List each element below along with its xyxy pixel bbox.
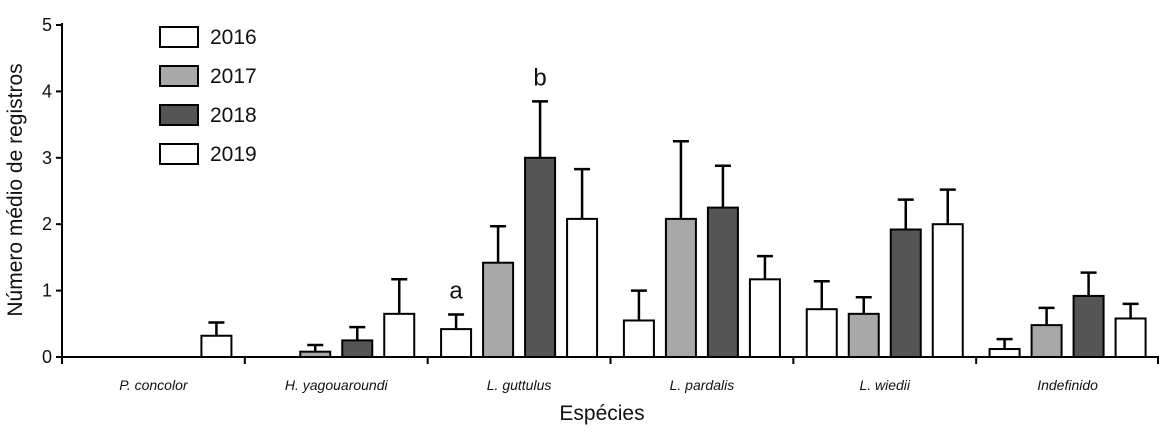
bar-2019 [200,334,233,359]
x-tick-label: P. concolor [119,377,189,393]
bar-2018 [889,228,922,358]
significance-label: b [533,64,546,91]
legend-label: 2017 [210,65,257,88]
y-tick-label: 0 [42,347,52,367]
x-tick-label: H. yagouaroundi [285,377,389,393]
y-tick-label: 1 [42,281,52,301]
bar-2017 [482,261,515,359]
bar-2019 [748,278,781,359]
x-tick-label: L. wiedii [859,377,910,393]
bar-2017 [664,217,697,358]
y-tick-label: 4 [42,81,52,101]
y-axis-title: Número médio de registros [4,63,27,316]
legend-swatch [159,143,199,165]
bar-2017 [1030,324,1063,358]
x-axis-title: Espécies [559,402,644,425]
y-tick-label: 2 [42,214,52,234]
bar-2016 [622,319,655,359]
x-tick-label: Indefinido [1037,377,1098,393]
legend-label: 2019 [210,143,257,166]
legend-swatch [159,65,199,87]
x-tick-label: L. guttulus [487,377,552,393]
bar-2019 [1114,317,1147,359]
chart-legend: 2016 2017 2018 2019 [159,26,257,166]
legend-swatch [159,26,199,48]
bar-2018 [706,206,739,358]
bar-2018 [341,339,374,358]
legend-label: 2018 [210,104,257,127]
bar-2019 [383,312,416,358]
legend-label: 2016 [210,26,257,49]
bar-2017 [847,312,880,358]
bar-2018 [524,156,557,358]
x-tick-label: L. pardalis [670,377,735,393]
bar-2019 [931,223,964,358]
bar-2016 [988,348,1021,359]
bar-2019 [566,217,599,358]
y-tick-label: 3 [42,148,52,168]
legend-swatch [159,104,199,126]
bar-2018 [1072,294,1105,358]
chart-axes: 0 1 2 3 4 5 P. concolor H. yagouaroundi L. guttu… [42,15,1159,393]
bar-2016 [805,308,838,358]
bar-2017 [299,350,332,358]
chart-bars: ab [200,64,1147,359]
y-tick-label: 5 [42,15,52,35]
bar-2016 [440,328,473,358]
significance-label: a [449,278,463,305]
